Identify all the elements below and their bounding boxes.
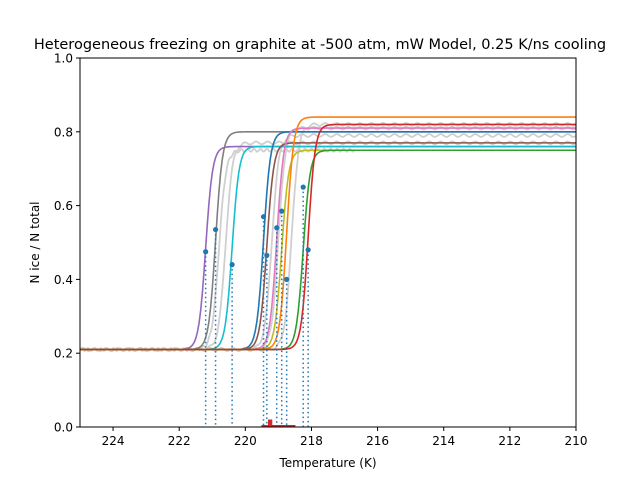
freeze-point-marker [203,249,209,255]
x-tick-label: 218 [300,434,323,448]
gray-trajectory-line [79,121,577,352]
y-tick-label: 0.2 [54,347,73,361]
x-tick-label: 210 [565,434,588,448]
series-line [80,149,576,351]
gray-trajectory-line [79,147,356,353]
y-tick-label: 0.4 [54,273,73,287]
x-tick-label: 216 [366,434,389,448]
x-axis: 224 222 220 218 216 214 212 210 [102,427,588,448]
y-axis-label: N ice / N total [28,201,42,283]
series-line [80,127,576,351]
y-tick-label: 0.8 [54,125,73,139]
y-tick-label: 1.0 [54,52,73,66]
y-tick-label: 0.6 [54,199,73,213]
x-tick-label: 212 [498,434,521,448]
series-line [80,123,576,351]
gray-trajectory-line [79,125,577,352]
plot-frame [79,57,577,428]
freeze-point-marker [305,247,311,253]
freeze-temperature-histogram [261,419,296,428]
series-line [80,145,576,351]
series-line [80,145,576,351]
x-tick-label: 220 [234,434,257,448]
freeze-point-marker [300,184,306,190]
series-line [80,131,576,351]
x-axis-label: Temperature (K) [278,456,376,470]
freeze-point-marker [229,262,235,268]
freeze-point-marker [260,214,267,220]
freeze-point-marker [264,252,270,259]
y-tick-label: 0.0 [54,421,73,435]
x-tick-label: 214 [432,434,455,448]
freeze-point-marker [284,276,290,282]
x-tick-label: 224 [102,434,125,448]
gray-trajectory-line [79,133,577,352]
freeze-point-marker [212,226,219,233]
series-line [80,142,576,351]
gray-trajectory-line [79,140,577,352]
freeze-point-marker [274,225,280,231]
series-line [80,149,576,351]
freeze-point-marker [279,208,285,214]
plot-area [79,116,577,428]
y-axis: 0.0 0.2 0.4 0.6 0.8 1.0 [54,52,80,435]
series-line [80,131,576,351]
chart-title: Heterogeneous freezing on graphite at -5… [34,37,606,53]
x-tick-label: 222 [168,434,191,448]
